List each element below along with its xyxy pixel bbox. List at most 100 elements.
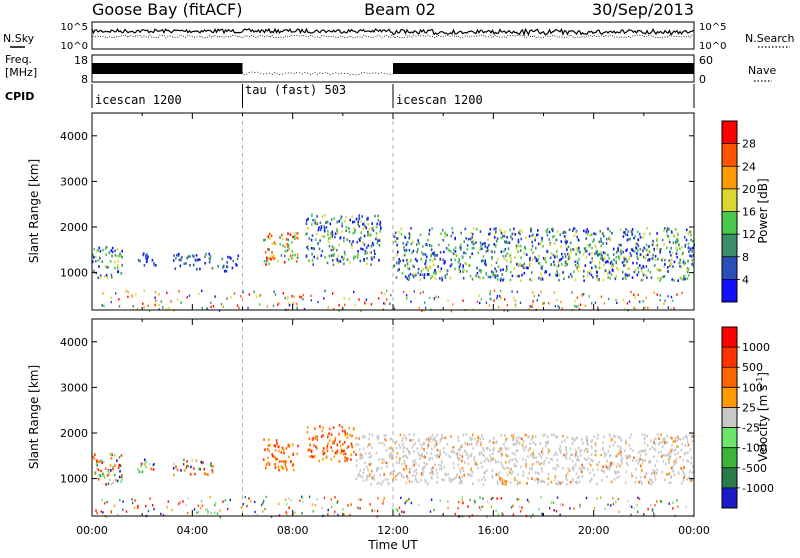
range-gate-cell bbox=[425, 258, 427, 262]
range-gate-cell bbox=[226, 261, 228, 264]
range-gate-cell bbox=[629, 447, 632, 451]
range-gate-cell bbox=[687, 443, 690, 447]
range-gate-cell bbox=[610, 461, 612, 465]
range-gate-cell bbox=[116, 266, 119, 270]
range-gate-cell bbox=[550, 263, 553, 266]
range-gate-cell bbox=[301, 496, 304, 500]
range-gate-cell bbox=[368, 462, 370, 466]
range-gate-cell bbox=[179, 264, 182, 268]
range-gate-cell bbox=[622, 256, 625, 259]
range-gate-cell bbox=[600, 479, 603, 482]
range-gate-cell bbox=[279, 242, 281, 246]
range-gate-cell bbox=[343, 236, 345, 240]
noise-right-tick-bottom: 10^0 bbox=[699, 41, 726, 52]
range-gate-cell bbox=[220, 303, 223, 306]
range-gate-cell bbox=[572, 468, 575, 472]
range-gate-cell bbox=[516, 274, 518, 278]
range-gate-cell bbox=[612, 497, 614, 500]
range-gate-cell bbox=[323, 227, 326, 231]
range-gate-cell bbox=[266, 258, 269, 261]
range-gate-cell bbox=[485, 250, 488, 253]
range-gate-cell bbox=[485, 469, 488, 472]
range-gate-cell bbox=[612, 462, 614, 465]
range-gate-cell bbox=[670, 455, 672, 459]
range-gate-cell bbox=[347, 504, 349, 507]
range-gate-cell bbox=[119, 252, 121, 256]
range-gate-cell bbox=[281, 237, 284, 241]
colorbar-tick-label: -1000 bbox=[742, 482, 774, 495]
range-gate-cell bbox=[511, 274, 514, 278]
range-gate-cell bbox=[580, 467, 583, 470]
range-gate-cell bbox=[526, 482, 528, 485]
range-gate-cell bbox=[140, 464, 142, 468]
range-gate-cell bbox=[636, 273, 639, 277]
range-gate-cell bbox=[470, 438, 472, 441]
range-gate-cell bbox=[652, 253, 654, 257]
range-gate-cell bbox=[636, 230, 639, 234]
range-gate-cell bbox=[291, 294, 293, 298]
range-gate-cell bbox=[322, 452, 325, 456]
range-gate-cell bbox=[483, 449, 485, 452]
range-gate-cell bbox=[585, 237, 588, 240]
range-gate-cell bbox=[539, 453, 541, 457]
range-gate-cell bbox=[596, 251, 599, 254]
range-gate-cell bbox=[500, 296, 502, 299]
range-gate-cell bbox=[392, 508, 394, 511]
range-gate-cell bbox=[427, 238, 429, 242]
range-gate-cell bbox=[605, 242, 608, 245]
range-gate-cell bbox=[668, 456, 671, 459]
range-gate-cell bbox=[563, 277, 565, 280]
range-gate-cell bbox=[575, 252, 577, 256]
range-gate-cell bbox=[105, 265, 108, 269]
range-gate-cell bbox=[682, 479, 685, 482]
range-gate-cell bbox=[575, 450, 578, 454]
range-gate-cell bbox=[393, 306, 396, 309]
range-gate-cell bbox=[310, 247, 313, 250]
noise-sky-trace bbox=[91, 27, 694, 37]
range-gate-cell bbox=[362, 223, 364, 226]
range-gate-cell bbox=[675, 246, 678, 250]
range-gate-cell bbox=[408, 232, 411, 235]
range-gate-cell bbox=[485, 273, 488, 276]
range-gate-cell bbox=[369, 472, 371, 476]
range-gate-cell bbox=[491, 469, 494, 472]
range-gate-cell bbox=[609, 461, 611, 465]
range-gate-cell bbox=[676, 248, 678, 252]
range-gate-cell bbox=[210, 464, 212, 468]
range-gate-cell bbox=[430, 452, 433, 455]
range-gate-cell bbox=[542, 479, 544, 483]
range-gate-cell bbox=[673, 307, 675, 310]
range-gate-cell bbox=[577, 446, 580, 450]
range-gate-cell bbox=[242, 290, 244, 294]
range-gate-cell bbox=[580, 448, 582, 452]
range-gate-cell bbox=[364, 224, 366, 228]
range-gate-cell bbox=[423, 276, 426, 279]
range-gate-cell bbox=[554, 304, 556, 308]
range-gate-cell bbox=[286, 243, 288, 246]
range-gate-cell bbox=[602, 242, 604, 245]
range-gate-cell bbox=[495, 230, 497, 233]
range-gate-cell bbox=[284, 249, 287, 253]
range-gate-cell bbox=[504, 434, 506, 437]
range-gate-cell bbox=[113, 504, 116, 507]
range-gate-cell bbox=[630, 290, 632, 294]
range-gate-cell bbox=[594, 264, 597, 268]
range-gate-cell bbox=[478, 269, 481, 272]
range-gate-cell bbox=[180, 469, 182, 472]
range-gate-cell bbox=[409, 233, 412, 236]
range-gate-cell bbox=[405, 481, 408, 485]
range-gate-cell bbox=[394, 441, 397, 445]
colorbar-swatch bbox=[722, 166, 737, 190]
range-gate-cell bbox=[102, 248, 104, 252]
range-gate-cell bbox=[404, 236, 407, 239]
range-gate-cell bbox=[421, 251, 423, 255]
range-gate-cell bbox=[647, 259, 649, 262]
range-gate-cell bbox=[376, 222, 379, 226]
range-gate-cell bbox=[459, 245, 461, 249]
range-gate-cell bbox=[659, 279, 661, 282]
range-gate-cell bbox=[376, 469, 378, 472]
range-gate-cell bbox=[687, 267, 690, 271]
range-gate-cell bbox=[480, 461, 482, 465]
range-gate-cell bbox=[322, 449, 324, 453]
range-gate-cell bbox=[504, 248, 507, 251]
